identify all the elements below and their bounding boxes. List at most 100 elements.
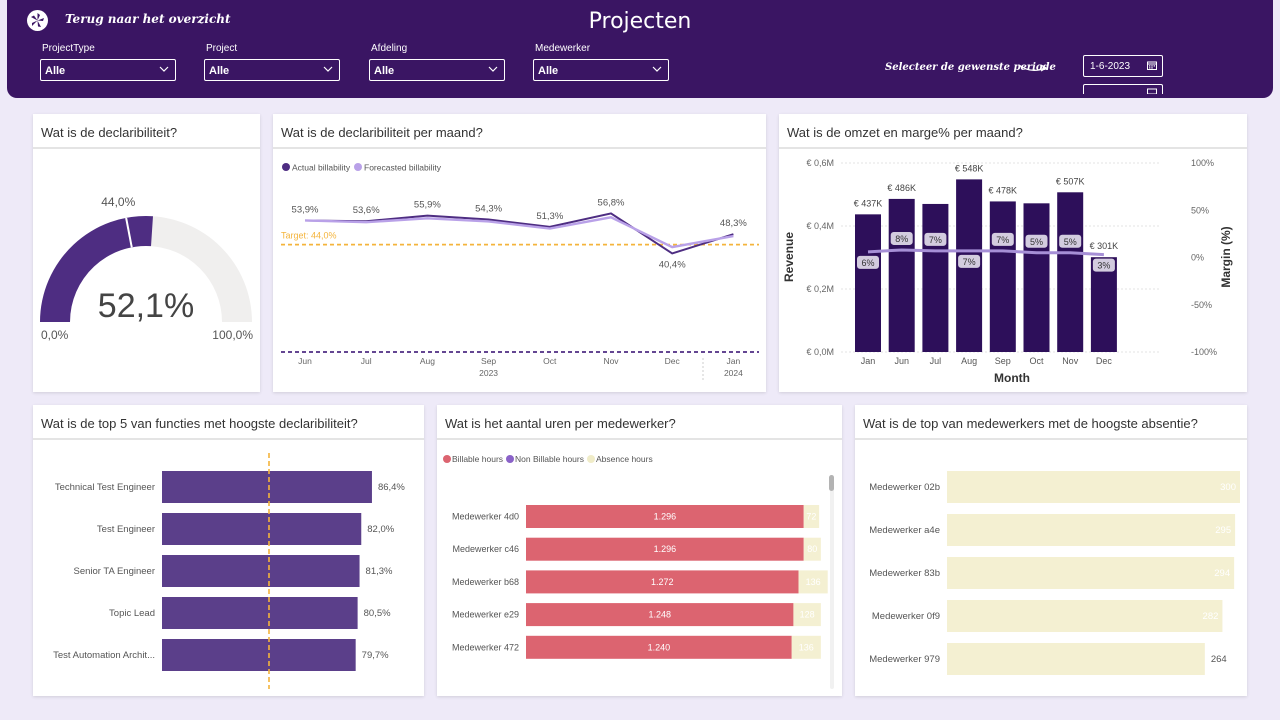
y-tick-label: € 0,0M: [806, 347, 834, 357]
billable-label: 1.296: [654, 544, 677, 554]
y-tick-label: € 0,6M: [806, 158, 834, 168]
back-to-overview-link[interactable]: Terug naar het overzicht: [65, 12, 231, 26]
legend-dot-billable: [443, 455, 451, 463]
revenue-bar: [1090, 257, 1117, 352]
revenue-label: € 548K: [955, 163, 984, 173]
x-tick-label: Aug: [420, 356, 435, 366]
billable-bar: [526, 505, 804, 528]
gauge-value-arc: [40, 215, 153, 322]
x-tick-label: Nov: [603, 356, 619, 366]
legend-dot-nonbillable: [506, 455, 514, 463]
value-label: 86,4%: [378, 482, 405, 493]
absence-label: 128: [800, 610, 815, 620]
value-label: 82,0%: [367, 524, 394, 535]
series-line-actual: [304, 212, 734, 255]
y-axis-label: Revenue: [782, 232, 796, 282]
series-line-forecast: [304, 216, 734, 249]
revenue-bar: [1023, 203, 1050, 352]
absence-bar: [947, 557, 1235, 589]
start-date-input[interactable]: 1-6-2023: [1083, 55, 1163, 77]
top-functions-card: Wat is de top 5 van functies met hoogste…: [33, 405, 424, 696]
legend-label-absence: Absence hours: [596, 454, 653, 464]
margin-label-bg: [890, 231, 913, 245]
margin-label-bg: [1025, 234, 1048, 248]
billable-label: 1.240: [648, 642, 671, 652]
y2-tick-label: -50%: [1191, 300, 1212, 310]
dropdown-value: Alle: [374, 65, 395, 77]
x-tick-label: Dec: [665, 356, 681, 366]
absence-bar: [803, 505, 820, 528]
project-dropdown[interactable]: Alle: [204, 59, 340, 81]
card-title: Wat is de declaribiliteit?: [33, 114, 260, 149]
x-tick-label: Sep: [995, 356, 1011, 366]
employee-label: Medewerker e29: [452, 610, 519, 620]
scrollbar-thumb[interactable]: [829, 475, 834, 491]
afdeling-dropdown[interactable]: Alle: [369, 59, 505, 81]
y2-axis-label: Margin (%): [1219, 226, 1233, 287]
x-year-label: 2024: [724, 368, 743, 378]
billable-bar: [526, 603, 794, 627]
chevron-down-icon: [488, 66, 498, 72]
margin-label: 7%: [996, 235, 1009, 245]
legend-dot-absence: [587, 455, 595, 463]
y-tick-label: € 0,4M: [806, 221, 834, 231]
y2-tick-label: 50%: [1191, 205, 1209, 215]
revenue-label: € 478K: [989, 185, 1018, 195]
target-label: Target: 44,0%: [281, 231, 337, 241]
y2-tick-label: 0%: [1191, 253, 1204, 263]
margin-label: 6%: [861, 258, 874, 268]
x-tick-label: Jan: [727, 356, 741, 366]
y2-tick-label: 100%: [1191, 158, 1214, 168]
margin-label-bg: [958, 254, 981, 268]
data-label: 53,6%: [353, 205, 380, 216]
billable-bar: [526, 570, 799, 594]
absence-bar: [793, 603, 821, 627]
revenue-label: € 507K: [1056, 176, 1085, 186]
gauge-min-label: 0,0%: [41, 328, 69, 342]
absence-bar: [947, 471, 1240, 503]
dropdown-value: Alle: [209, 65, 230, 77]
revenue-bar: [989, 201, 1016, 352]
revenue-label: € 486K: [887, 183, 916, 193]
start-date-value: 1-6-2023: [1090, 61, 1131, 72]
value-label: 80,5%: [364, 608, 391, 619]
x-tick-label: Sep: [481, 356, 496, 366]
margin-label-bg: [1059, 234, 1082, 248]
margin-label-bg: [991, 232, 1014, 246]
margin-label: 8%: [895, 234, 908, 244]
projecttype-dropdown[interactable]: Alle: [40, 59, 176, 81]
gauge-target-label: 44,0%: [101, 195, 135, 209]
logo-icon[interactable]: [27, 10, 48, 31]
absence-label: 136: [806, 577, 821, 587]
end-date-input[interactable]: [1083, 84, 1163, 94]
category-label: Senior TA Engineer: [73, 566, 155, 577]
employee-label: Medewerker 0f9: [872, 611, 940, 622]
employee-label: Medewerker b68: [452, 577, 519, 587]
x-tick-label: Dec: [1096, 356, 1113, 366]
filter-medewerker: Medewerker Alle: [533, 43, 669, 81]
card-title: Wat is de top van medewerkers met de hoo…: [855, 405, 1247, 440]
value-label: 294: [1214, 568, 1230, 579]
filter-projecttype: ProjectType Alle: [40, 43, 176, 81]
function-bar: [162, 471, 372, 503]
margin-label-bg: [1092, 258, 1115, 272]
card-title: Wat is de declaribiliteit per maand?: [273, 114, 766, 149]
margin-label: 3%: [1097, 261, 1110, 271]
period-label: Selecteer de gewenste periode: [885, 62, 1056, 73]
margin-label: 7%: [929, 235, 942, 245]
value-label: 79,7%: [362, 650, 389, 661]
absence-bar: [791, 635, 821, 659]
billable-bar: [526, 635, 792, 659]
filter-label: Medewerker: [535, 43, 591, 54]
card-title: Wat is de top 5 van functies met hoogste…: [33, 405, 424, 440]
x-tick-label: Jun: [894, 356, 909, 366]
function-bar: [162, 513, 362, 545]
hours-per-employee-card: Wat is het aantal uren per medewerker? B…: [437, 405, 842, 696]
category-label: Topic Lead: [109, 608, 155, 619]
category-label: Technical Test Engineer: [55, 482, 155, 493]
medewerker-dropdown[interactable]: Alle: [533, 59, 669, 81]
dropdown-value: Alle: [45, 65, 66, 77]
card-title: Wat is het aantal uren per medewerker?: [437, 405, 842, 440]
data-label: 40,4%: [659, 259, 686, 270]
absence-label: 80: [807, 544, 817, 554]
